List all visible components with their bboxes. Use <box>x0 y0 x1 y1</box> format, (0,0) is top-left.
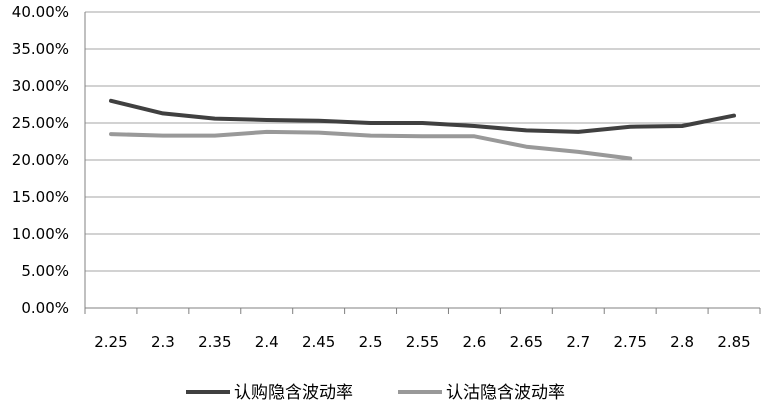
y-tick-label: 25.00% <box>12 114 69 132</box>
x-tick-label: 2.55 <box>406 333 439 351</box>
y-tick-label: 15.00% <box>12 188 69 206</box>
x-tick-label: 2.6 <box>462 333 486 351</box>
y-tick-label: 30.00% <box>12 77 69 95</box>
y-tick-label: 20.00% <box>12 151 69 169</box>
x-tick-labels: 2.25 2.3 2.35 2.4 2.45 2.5 2.55 2.6 2.65 2.7 2.75 2… <box>94 333 750 351</box>
x-tick-label: 2.45 <box>302 333 335 351</box>
x-tick-label: 2.4 <box>255 333 279 351</box>
gridlines <box>85 11 760 272</box>
x-tick-label: 2.85 <box>717 333 750 351</box>
legend-label: 认购隐含波动率 <box>234 383 353 403</box>
legend: 认购隐含波动率 认沽隐含波动率 <box>186 383 565 403</box>
y-tick-label: 10.00% <box>12 225 69 243</box>
x-tick-label: 2.65 <box>510 333 543 351</box>
y-tick-labels: 0.00% 5.00% 10.00% 15.00% 20.00% 25.00% 30.00%… <box>12 3 69 317</box>
legend-label: 认沽隐含波动率 <box>446 383 565 403</box>
y-tick-label: 0.00% <box>21 299 69 317</box>
series-line-2 <box>109 129 633 161</box>
y-tick-label: 5.00% <box>21 262 69 280</box>
series-lines <box>109 98 736 161</box>
x-tick-label: 2.8 <box>670 333 694 351</box>
x-tick-label: 2.7 <box>566 333 590 351</box>
y-tick-label: 40.00% <box>12 3 69 21</box>
series-line-1 <box>109 98 736 134</box>
x-tick-label: 2.25 <box>94 333 127 351</box>
x-tick-label: 2.5 <box>359 333 383 351</box>
x-tick-label: 2.75 <box>613 333 646 351</box>
x-tick-label: 2.3 <box>151 333 175 351</box>
y-tick-label: 35.00% <box>12 40 69 58</box>
axes <box>84 12 761 314</box>
x-tick-label: 2.35 <box>198 333 231 351</box>
